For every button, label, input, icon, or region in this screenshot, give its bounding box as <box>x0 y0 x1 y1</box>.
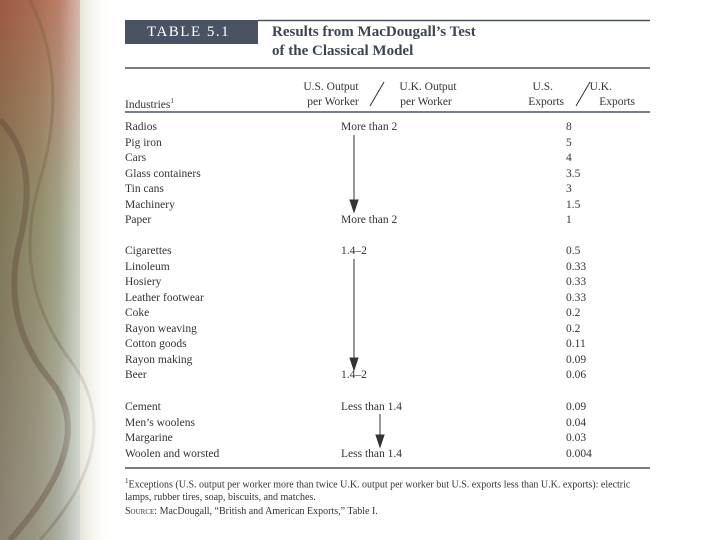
header-text: Industries <box>125 98 171 111</box>
industry: Machinery <box>125 198 175 211</box>
export-ratio: 5 <box>566 136 572 149</box>
arrows <box>349 135 385 449</box>
export-ratio: 1 <box>566 214 572 227</box>
export-ratio: 0.5 <box>566 245 581 257</box>
banknote-fade <box>60 0 120 540</box>
export-ratio: 8 <box>566 121 572 133</box>
industry: Cotton goods <box>125 338 187 351</box>
industry: Hosiery <box>125 276 162 289</box>
export-ratio: 0.03 <box>566 432 587 445</box>
industry: Tin cans <box>125 183 164 196</box>
export-ratio: 0.004 <box>566 447 592 460</box>
export-ratio: 0.04 <box>566 416 587 429</box>
industry: Beer <box>125 369 147 382</box>
export-ratio: 0.11 <box>566 338 586 351</box>
output-ratio: 1.4–2 <box>341 245 367 257</box>
industry: Cement <box>125 401 161 413</box>
output-ratio: Less than 1.4 <box>341 447 403 460</box>
header: Exports <box>599 96 635 108</box>
output-ratio: Less than 1.4 <box>341 401 403 413</box>
industry: Rayon weaving <box>125 322 197 335</box>
industry: Rayon making <box>125 353 193 366</box>
title: of the Classical Model <box>272 43 414 59</box>
note-mark: 1 <box>170 97 174 105</box>
source: Source: MacDougall, “British and America… <box>125 506 378 517</box>
slash <box>575 81 591 107</box>
note-mark: 1 <box>125 477 129 485</box>
footnote-text: Exceptions (U.S. output per worker more … <box>125 479 631 503</box>
export-ratio: 0.33 <box>566 291 587 304</box>
title: Results from MacDougall’s Test <box>272 24 476 40</box>
slash <box>369 81 385 107</box>
industry: Pig iron <box>125 136 162 149</box>
export-ratio: 0.2 <box>566 307 581 320</box>
industry: Cars <box>125 152 147 165</box>
industry: Leather footwear <box>125 291 204 304</box>
output-ratio: 1.4–2 <box>341 369 367 382</box>
industry: Men’s woolens <box>125 416 195 429</box>
header: U.S. <box>532 81 553 93</box>
header: U.K. Output <box>399 81 457 93</box>
industry: Cigarettes <box>125 245 172 257</box>
industry: Linoleum <box>125 260 170 273</box>
industry: Margarine <box>125 432 173 445</box>
footnote: 1Exceptions (U.S. output per worker more… <box>125 475 645 504</box>
source-label: Source <box>125 506 155 517</box>
industry: Glass containers <box>125 167 201 180</box>
source-text: : MacDougall, “British and American Expo… <box>154 506 378 517</box>
industry: Radios <box>125 121 157 133</box>
export-ratio: 0.06 <box>566 369 587 382</box>
industry: Paper <box>125 214 152 227</box>
export-ratio: 0.33 <box>566 276 587 289</box>
export-ratio: 0.33 <box>566 260 587 273</box>
export-ratio: 3.5 <box>566 167 581 180</box>
header: per Worker <box>307 96 359 108</box>
header: Exports <box>528 96 564 108</box>
output-ratio: More than 2 <box>341 214 398 227</box>
export-ratio: 0.2 <box>566 322 581 335</box>
header-industries: Industries1 <box>125 94 174 112</box>
export-ratio: 4 <box>566 152 572 165</box>
header: per Worker <box>400 96 452 108</box>
header: U.K. <box>589 81 612 93</box>
industry: Woolen and worsted <box>125 447 220 460</box>
export-ratio: 1.5 <box>566 198 581 211</box>
export-ratio: 3 <box>566 183 572 196</box>
industry: Coke <box>125 307 150 320</box>
output-ratio: More than 2 <box>341 121 398 133</box>
header: U.S. Output <box>303 81 359 93</box>
table-label: TABLE 5.1 <box>125 20 258 44</box>
export-ratio: 0.09 <box>566 401 587 413</box>
export-ratio: 0.09 <box>566 353 587 366</box>
